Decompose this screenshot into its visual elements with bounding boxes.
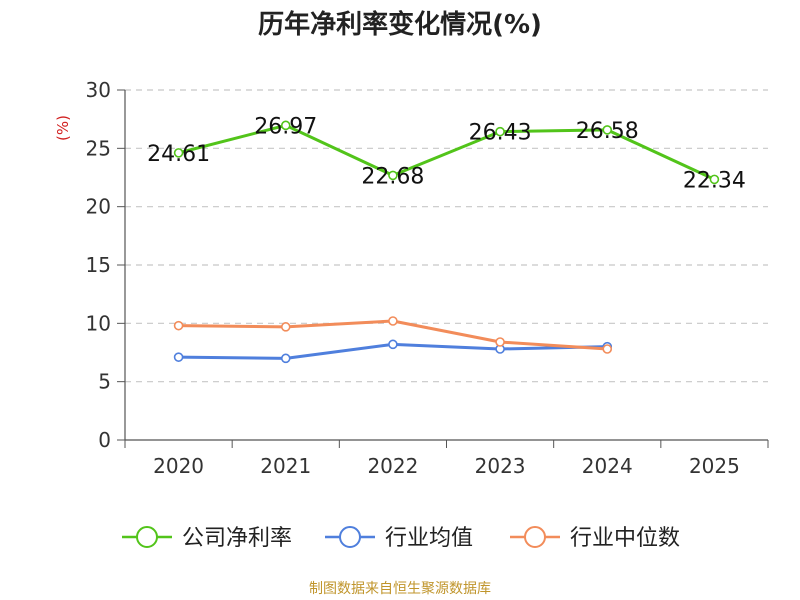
data-label: 22.34 — [683, 168, 746, 193]
data-point — [388, 339, 398, 350]
legend-label: 行业均值 — [385, 526, 473, 551]
data-point — [602, 344, 613, 354]
data-labels: 24.61 26.97 22.68 26.43 26.58 22.34 — [147, 114, 746, 193]
data-point — [173, 148, 184, 158]
series-lines — [173, 120, 720, 364]
legend-marker — [136, 526, 158, 548]
data-point — [495, 126, 505, 137]
y-tick-label: 15 — [86, 253, 111, 277]
series-line — [178, 123, 716, 181]
y-tick-label: 10 — [86, 311, 111, 335]
data-point — [709, 174, 720, 185]
x-tick-label: 2024 — [582, 454, 633, 478]
y-tick-label: 20 — [86, 195, 111, 219]
data-point — [280, 353, 291, 364]
data-point — [602, 125, 613, 135]
y-axis-label: (%) — [54, 115, 72, 141]
x-tick-label: 2020 — [153, 454, 204, 478]
data-label: 26.58 — [576, 119, 639, 144]
legend-marker — [524, 526, 546, 548]
data-point — [280, 120, 291, 131]
data-label: 26.97 — [254, 114, 317, 139]
data-source-note: 制图数据来自恒生聚源数据库 — [309, 581, 491, 597]
legend-marker — [339, 526, 361, 548]
y-tick-label: 30 — [86, 78, 111, 102]
y-tick-label: 0 — [98, 428, 111, 452]
data-label: 24.61 — [147, 142, 210, 167]
data-point — [173, 320, 184, 331]
data-point — [388, 316, 398, 326]
x-tick-label: 2023 — [475, 454, 526, 478]
data-point — [173, 352, 184, 362]
data-label: 26.43 — [469, 121, 532, 146]
data-label: 22.68 — [361, 164, 424, 189]
data-point — [280, 322, 291, 332]
legend: 公司净利率 行业均值 行业中位数 — [122, 526, 680, 551]
y-tick-label: 25 — [86, 136, 111, 160]
legend-label: 公司净利率 — [182, 526, 292, 551]
x-tick-label: 2025 — [689, 454, 740, 478]
x-tick-label: 2022 — [367, 454, 418, 478]
legend-label: 行业中位数 — [570, 526, 680, 551]
chart-title: 历年净利率变化情况(%) — [258, 10, 542, 40]
x-tick-label: 2021 — [260, 454, 311, 478]
y-tick-label: 5 — [98, 370, 111, 394]
gridlines — [125, 89, 768, 383]
data-point — [495, 337, 505, 347]
data-point — [388, 170, 398, 181]
